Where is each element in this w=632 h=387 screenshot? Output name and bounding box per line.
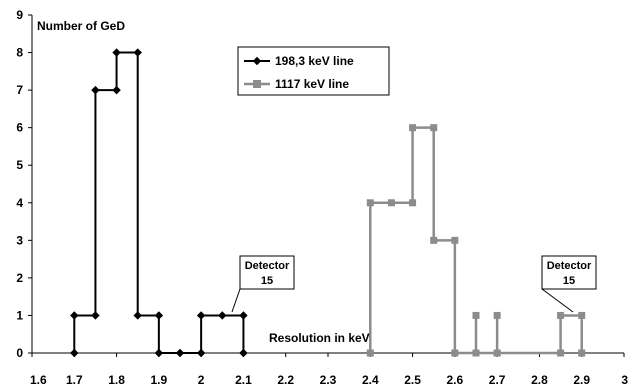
callout-1-line2: 15 bbox=[261, 275, 273, 287]
y-tick-label: 3 bbox=[16, 233, 23, 247]
data-point bbox=[430, 124, 438, 132]
x-tick-label: 3 bbox=[621, 373, 628, 387]
data-point bbox=[196, 348, 206, 358]
data-point bbox=[196, 311, 206, 320]
data-point bbox=[578, 311, 586, 319]
data-point bbox=[493, 349, 501, 357]
data-point bbox=[557, 311, 565, 319]
legend-label-198-keV: 198,3 keV line bbox=[275, 54, 354, 68]
legend-box bbox=[237, 46, 390, 96]
x-tick-label: 2.1 bbox=[235, 373, 252, 387]
data-point bbox=[112, 85, 121, 95]
y-tick-label: 6 bbox=[16, 121, 23, 135]
data-point bbox=[366, 199, 374, 207]
x-tick-label: 2.8 bbox=[531, 373, 548, 387]
data-point bbox=[451, 349, 459, 357]
x-tick-label: 2.5 bbox=[404, 373, 421, 387]
data-point bbox=[218, 311, 227, 320]
y-tick-label: 9 bbox=[16, 8, 23, 22]
data-point bbox=[387, 199, 395, 207]
detector-callout-1: Detector 15 bbox=[231, 255, 295, 313]
x-tick-label: 1.7 bbox=[66, 373, 83, 387]
data-point bbox=[472, 311, 480, 319]
data-point bbox=[154, 311, 164, 320]
y-tick-label: 2 bbox=[16, 271, 23, 285]
x-tick-label: 2 bbox=[198, 373, 205, 387]
legend-marker-1117-keV bbox=[253, 80, 261, 88]
data-point bbox=[91, 85, 100, 95]
x-tick-label: 2.2 bbox=[277, 373, 294, 387]
x-tick-label: 1.9 bbox=[151, 373, 168, 387]
callout-2-line2: 15 bbox=[563, 275, 575, 287]
axes: 0 1 2 3 4 5 6 7 8 9 1.6 1.7 1.8 1.9 2 2.1 2.2 2.3 2.4 2.5 2.… bbox=[16, 8, 628, 387]
data-point bbox=[154, 348, 164, 358]
y-axis-title: Number of GeD bbox=[37, 19, 125, 33]
series-1117-keV-line bbox=[369, 126, 583, 355]
detector-callout-2: Detector 15 bbox=[541, 255, 597, 313]
data-point bbox=[578, 349, 586, 357]
x-tick-label: 1.6 bbox=[30, 373, 47, 387]
data-point bbox=[430, 236, 438, 244]
series-198-keV-line bbox=[73, 51, 245, 354]
callout-2-leader bbox=[541, 288, 574, 313]
x-tick-label: 2.7 bbox=[489, 373, 506, 387]
legend-marker-198-keV bbox=[252, 56, 262, 66]
callout-1-line1: Detector bbox=[245, 260, 290, 272]
data-point bbox=[239, 311, 248, 320]
data-point bbox=[175, 348, 185, 358]
y-tick-label: 5 bbox=[16, 158, 23, 172]
data-point bbox=[70, 348, 79, 358]
series-198-keV bbox=[70, 48, 248, 358]
data-point bbox=[409, 199, 417, 207]
y-tick-label: 8 bbox=[16, 46, 23, 60]
callout-2-line1: Detector bbox=[547, 260, 592, 272]
data-point bbox=[451, 236, 459, 244]
series-1117-keV bbox=[366, 124, 586, 357]
data-point bbox=[70, 311, 79, 320]
data-point bbox=[133, 48, 142, 57]
data-point bbox=[493, 311, 501, 319]
y-tick-label: 0 bbox=[16, 346, 23, 360]
data-point bbox=[239, 348, 248, 358]
series-layer bbox=[70, 48, 586, 358]
x-axis-title: Resolution in keV bbox=[269, 331, 370, 345]
data-point bbox=[133, 311, 142, 320]
callout-1-leader bbox=[231, 288, 241, 313]
y-tick-label: 7 bbox=[16, 83, 23, 97]
x-tick-label: 2.6 bbox=[447, 373, 464, 387]
x-tick-label: 2.4 bbox=[362, 373, 379, 387]
x-tick-label: 2.9 bbox=[573, 373, 590, 387]
callout-1-box bbox=[239, 255, 295, 290]
x-tick-label: 2.3 bbox=[320, 373, 337, 387]
data-point bbox=[557, 349, 565, 357]
legend: 198,3 keV line 1117 keV line bbox=[237, 46, 390, 96]
data-point bbox=[409, 124, 417, 132]
legend-label-1117-keV: 1117 keV line bbox=[275, 77, 349, 91]
y-tick-label: 4 bbox=[16, 196, 23, 210]
data-point bbox=[366, 349, 374, 357]
data-point bbox=[91, 311, 100, 320]
y-tick-label: 1 bbox=[16, 308, 23, 322]
x-tick-label: 1.8 bbox=[108, 373, 125, 387]
callout-2-box bbox=[541, 255, 597, 290]
data-point bbox=[112, 48, 121, 57]
data-point bbox=[472, 349, 480, 357]
